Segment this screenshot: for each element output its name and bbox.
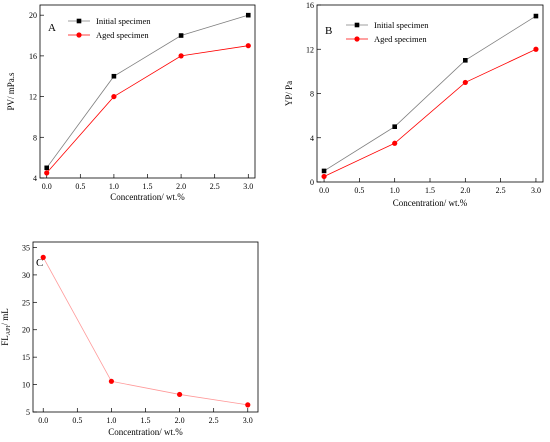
- series-line: [323, 15, 537, 172]
- y-tick-label: 30: [22, 271, 30, 280]
- data-point-circle: [111, 93, 117, 100]
- y-axis-title: YP/ Pa: [284, 81, 294, 106]
- series-line: [46, 14, 249, 169]
- y-axis-title-main: YP/ Pa: [284, 81, 294, 106]
- chart-panel-b: 0.0 0.5 1.0 1.5 2.0 2.5 3.0 0 4 8 12 16 Concentratio…: [284, 1, 544, 208]
- y-tick-label: 16: [29, 52, 37, 61]
- y-tick-label: 25: [22, 298, 30, 307]
- data-point-square: [392, 124, 397, 129]
- y-tick-label: 4: [33, 174, 37, 183]
- y-tick-label: 8: [33, 133, 37, 142]
- y-tick-label: 0: [310, 178, 314, 187]
- y-tick-label: 20: [29, 11, 37, 20]
- legend-label: Aged specimen: [374, 34, 427, 44]
- panel-label: B: [325, 25, 332, 37]
- legend-marker-square: [354, 22, 360, 28]
- data-point-circle: [533, 46, 539, 52]
- data-point-square: [245, 12, 251, 18]
- y-tick-label: 15: [22, 353, 30, 362]
- data-point-square: [111, 73, 117, 79]
- y-tick-label: 8: [310, 90, 314, 99]
- x-axis-title: Concentration/ wt.%: [108, 427, 183, 437]
- x-tick-label: 0.0: [42, 182, 52, 191]
- data-point-circle: [176, 391, 183, 398]
- x-tick-label: 3.0: [243, 182, 253, 191]
- panel-label: C: [36, 257, 43, 269]
- panel-label: A: [48, 22, 56, 34]
- legend-label: Initial specimen: [374, 20, 429, 30]
- x-tick-label: 2.0: [176, 182, 186, 191]
- x-tick-label: 1.5: [141, 416, 151, 425]
- data-point-circle: [321, 173, 327, 180]
- x-tick-label: 3.0: [243, 416, 253, 425]
- data-point-circle: [40, 254, 46, 260]
- data-point-square: [44, 165, 50, 171]
- plot-frame: [32, 241, 259, 413]
- x-tick-label: 1.5: [143, 182, 153, 191]
- data-point-square: [463, 58, 468, 63]
- x-tick-label: 3.0: [531, 186, 541, 195]
- y-axis-title-unit: / mL: [0, 308, 10, 325]
- x-tick-label: 1.0: [106, 416, 116, 425]
- x-tick-label: 2.5: [210, 182, 220, 191]
- y-tick-label: 10: [22, 381, 30, 390]
- y-axis-title-main: PV/ mPa.s: [6, 72, 16, 111]
- data-point-square: [533, 13, 539, 19]
- data-point-square: [321, 168, 327, 174]
- data-point-circle: [108, 378, 115, 384]
- y-axis-title-main: FL: [0, 335, 10, 346]
- legend-label: Initial specimen: [96, 16, 151, 26]
- y-axis-title: PV/ mPa.s: [6, 72, 16, 111]
- series-line: [323, 48, 537, 177]
- y-tick-label: 12: [306, 45, 314, 54]
- y-tick-label: 5: [26, 408, 30, 417]
- data-point-circle: [178, 53, 184, 59]
- y-tick-label: 20: [22, 326, 30, 335]
- data-point-circle: [245, 43, 251, 49]
- x-axis-title: Concentration/ wt.%: [110, 192, 185, 202]
- y-tick-label: 16: [306, 1, 314, 10]
- x-tick-label: 1.5: [425, 186, 435, 195]
- y-tick-label: 4: [310, 134, 314, 143]
- x-tick-label: 2.5: [209, 416, 219, 425]
- x-tick-label: 1.0: [109, 182, 119, 191]
- series-line: [46, 45, 249, 174]
- y-axis-title-subscript: API: [6, 326, 12, 336]
- data-point-square: [178, 33, 184, 38]
- x-tick-label: 0.5: [75, 182, 85, 191]
- series-line: [42, 257, 248, 406]
- data-point-circle: [245, 402, 251, 408]
- chart-panel-a: 0.0 0.5 1.0 1.5 2.0 2.5 3.0 4 8 12 16 20 Concentrati…: [6, 4, 256, 202]
- y-tick-label: 35: [22, 243, 30, 252]
- data-point-circle: [392, 140, 398, 146]
- legend-marker-square: [76, 18, 82, 24]
- x-tick-label: 0.5: [354, 186, 364, 195]
- x-tick-label: 2.5: [496, 186, 506, 195]
- legend-label: Aged specimen: [96, 30, 149, 40]
- x-tick-label: 0.0: [319, 186, 329, 195]
- data-point-circle: [44, 170, 50, 176]
- x-tick-label: 0.0: [38, 416, 48, 425]
- y-tick-label: 12: [29, 93, 37, 102]
- data-point-circle: [462, 79, 468, 86]
- chart-panel-c: 0.0 0.5 1.0 1.5 2.0 2.5 3.0 5 10 15 20 25 30 35 Concen…: [0, 241, 259, 437]
- x-tick-label: 1.0: [390, 186, 400, 195]
- x-tick-label: 2.0: [175, 416, 185, 425]
- y-axis-title: FLAPI/ mL: [0, 308, 12, 345]
- legend-marker-circle: [76, 32, 82, 38]
- x-tick-label: 2.0: [460, 186, 470, 195]
- legend-marker-circle: [354, 36, 360, 42]
- x-axis-title: Concentration/ wt.%: [393, 198, 468, 208]
- x-tick-label: 0.5: [72, 416, 82, 425]
